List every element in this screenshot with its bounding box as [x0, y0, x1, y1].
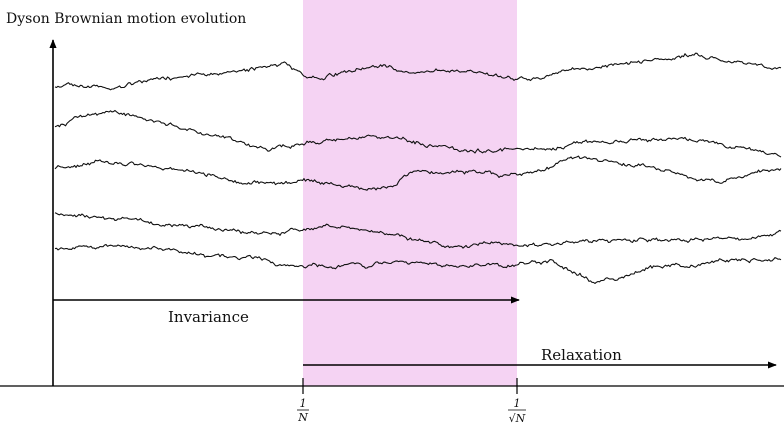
- diagram-title: Dyson Brownian motion evolution: [6, 11, 246, 27]
- tick-right-denominator: √N: [509, 412, 526, 425]
- highlight-band: [303, 0, 517, 386]
- brownian-paths: [54, 52, 782, 284]
- tick-left-denominator: N: [297, 411, 308, 424]
- brownian-path-5: [54, 243, 782, 284]
- invariance-label: Invariance: [168, 308, 249, 326]
- tick-label-right: 1 √N: [508, 397, 526, 425]
- brownian-path-1: [54, 52, 782, 91]
- relaxation-label: Relaxation: [541, 346, 622, 364]
- tick-label-left: 1 N: [297, 397, 309, 424]
- tick-right-numerator: 1: [514, 397, 521, 410]
- brownian-path-3: [54, 155, 782, 191]
- tick-left-numerator: 1: [300, 397, 307, 410]
- brownian-path-2: [54, 109, 782, 158]
- brownian-path-4: [54, 212, 782, 249]
